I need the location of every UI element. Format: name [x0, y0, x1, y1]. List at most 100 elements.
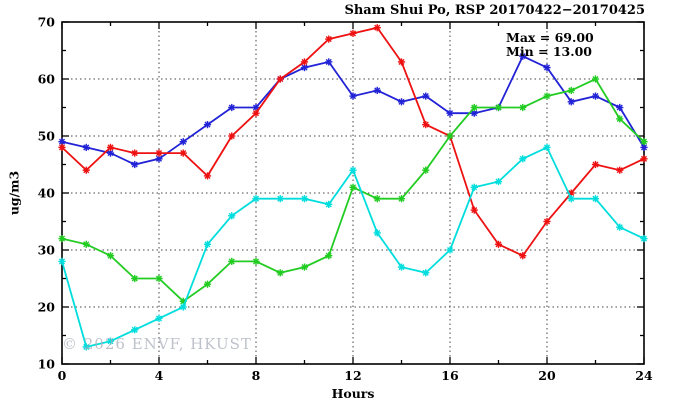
data-point-blue — [179, 138, 187, 146]
data-point-cyan — [591, 195, 600, 203]
marker-stroke — [180, 138, 187, 145]
data-point-blue — [446, 109, 454, 117]
data-point-cyan — [543, 143, 551, 151]
marker-stroke — [592, 195, 599, 202]
data-point-red — [640, 155, 648, 163]
marker-stroke — [568, 98, 575, 105]
x-tick-label: 0 — [58, 368, 67, 383]
marker-stroke — [592, 93, 599, 100]
marker-stroke — [543, 144, 551, 151]
data-point-cyan — [276, 195, 284, 203]
data-point-cyan — [300, 195, 309, 203]
marker-stroke — [131, 275, 138, 282]
marker-stroke — [228, 104, 235, 111]
marker-stroke — [83, 144, 90, 151]
data-point-blue — [422, 92, 430, 100]
data-point-green — [373, 195, 381, 203]
data-point-blue — [325, 58, 333, 66]
marker-stroke — [398, 195, 405, 202]
marker-stroke — [640, 155, 648, 162]
data-point-green — [494, 103, 503, 112]
data-point-cyan — [325, 200, 333, 208]
marker-stroke — [204, 121, 211, 128]
marker-stroke — [374, 229, 381, 236]
marker-stroke — [471, 104, 478, 111]
marker-stroke — [519, 53, 526, 60]
marker-stroke — [155, 275, 163, 282]
data-point-green — [82, 240, 90, 248]
data-point-cyan — [470, 183, 478, 191]
data-point-cyan — [422, 269, 430, 277]
data-point-green — [567, 86, 575, 94]
x-tick-label: 20 — [538, 368, 556, 383]
data-point-cyan — [519, 155, 527, 163]
data-point-green — [470, 103, 478, 112]
x-axis-label: Hours — [331, 386, 375, 401]
marker-stroke — [349, 167, 357, 174]
marker-stroke — [349, 30, 357, 37]
marker-stroke — [325, 201, 332, 208]
marker-stroke — [204, 241, 211, 248]
marker-stroke — [640, 144, 648, 151]
data-point-red — [591, 160, 600, 169]
marker-stroke — [228, 258, 235, 265]
y-tick-label: 70 — [38, 15, 56, 30]
marker-stroke — [592, 161, 599, 168]
data-point-cyan — [373, 229, 381, 237]
marker-stroke — [398, 264, 405, 271]
data-point-green — [446, 132, 454, 140]
watermark: © 2026 ENVF, HKUST — [62, 335, 252, 353]
marker-stroke — [543, 64, 551, 71]
marker-stroke — [519, 252, 526, 259]
data-point-red — [106, 143, 115, 151]
data-point-blue — [203, 121, 212, 129]
marker-stroke — [228, 212, 235, 219]
data-point-red — [276, 75, 284, 83]
data-point-red — [300, 58, 309, 66]
marker-stroke — [640, 138, 648, 145]
data-point-red — [422, 121, 430, 129]
marker-stroke — [640, 235, 648, 242]
data-point-green — [106, 252, 115, 260]
data-point-red — [543, 217, 551, 226]
y-tick-label: 20 — [38, 300, 56, 315]
y-tick-label: 60 — [38, 72, 56, 87]
marker-stroke — [495, 241, 502, 248]
data-point-red — [179, 149, 187, 157]
data-point-red — [131, 149, 139, 157]
data-point-green — [349, 183, 357, 191]
data-point-cyan — [616, 223, 624, 231]
data-point-cyan — [203, 240, 212, 248]
marker-stroke — [568, 87, 575, 94]
marker-stroke — [58, 258, 66, 265]
data-point-red — [519, 252, 527, 260]
x-tick-label: 8 — [252, 368, 261, 383]
max-value-label: Max = 69.00 — [506, 30, 594, 45]
data-point-blue — [616, 103, 624, 112]
x-tick-label: 16 — [441, 368, 459, 383]
y-tick-label: 10 — [38, 357, 56, 372]
chart-title: Sham Shui Po, RSP 20170422−20170425 — [344, 3, 645, 18]
marker-stroke — [349, 184, 357, 191]
marker-stroke — [616, 115, 623, 122]
data-point-green — [228, 257, 236, 265]
marker-stroke — [228, 132, 235, 140]
data-point-blue — [543, 64, 551, 72]
data-point-green — [252, 257, 260, 265]
marker-stroke — [446, 110, 454, 117]
y-tick-label: 40 — [38, 186, 56, 201]
data-point-red — [494, 240, 503, 248]
marker-stroke — [325, 252, 332, 259]
data-point-blue — [228, 103, 236, 112]
data-point-blue — [373, 86, 381, 94]
marker-stroke — [204, 172, 211, 179]
data-point-green — [616, 115, 624, 123]
x-tick-label: 4 — [155, 368, 164, 383]
marker-stroke — [252, 110, 260, 117]
marker-stroke — [519, 155, 526, 162]
marker-stroke — [252, 258, 260, 265]
marker-stroke — [252, 195, 260, 202]
marker-stroke — [519, 104, 526, 111]
data-point-green — [58, 235, 66, 243]
data-point-blue — [155, 155, 163, 163]
